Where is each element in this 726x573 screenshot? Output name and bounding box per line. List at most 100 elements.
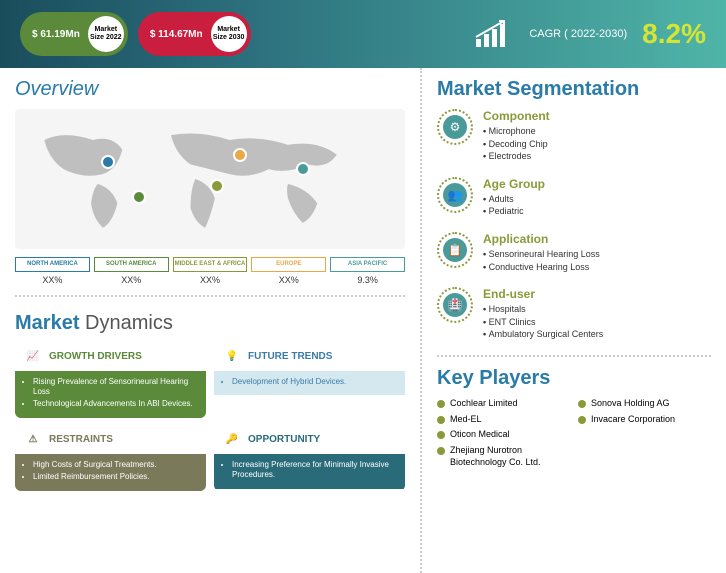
segment-item: ⚙ ComponentMicrophoneDecoding ChipElectro… (437, 109, 711, 163)
cagr-section: CAGR ( 2022-2030) 8.2% (474, 18, 706, 50)
key-player-item: Sonova Holding AG (578, 398, 711, 410)
divider (15, 295, 405, 297)
region-marker (210, 179, 224, 193)
segment-icon: 📋 (443, 238, 467, 262)
regions-row: NORTH AMERICAXX%SOUTH AMERICAXX%MIDDLE E… (15, 257, 405, 285)
segment-list-item: Adults (483, 193, 545, 206)
dynamics-item: Rising Prevalence of Sensorineural Heari… (33, 377, 196, 398)
main-content: Overview NORTH AMERICAXX%SOUTH AMERICAXX… (0, 68, 726, 573)
dynamics-box: 💡FUTURE TRENDS Development of Hybrid Devi… (214, 343, 405, 418)
segment-list-item: Decoding Chip (483, 138, 550, 151)
market-size-2030-pill: $ 114.67Mn Market Size 2030 (138, 12, 251, 56)
dynamics-icon: 📈 (23, 347, 43, 367)
segment-icon-wrap: 🏥 (437, 287, 473, 323)
region-box: NORTH AMERICAXX% (15, 257, 90, 285)
region-box: MIDDLE EAST & AFRICA XX% (173, 257, 248, 285)
dynamics-body: High Costs of Surgical Treatments. Limite… (15, 454, 206, 491)
market-size-2022-pill: $ 61.19Mn Market Size 2022 (20, 12, 128, 56)
bullet-icon (578, 416, 586, 424)
key-player-item: Oticon Medical (437, 429, 570, 441)
key-players-section: Key Players Cochlear Limited Med-EL Oticon… (437, 355, 711, 472)
dynamics-body: Increasing Preference for Minimally Inva… (214, 454, 405, 489)
segment-list-item: Microphone (483, 125, 550, 138)
world-map-svg (15, 109, 405, 249)
dynamics-box: 📈GROWTH DRIVERS Rising Prevalence of Sens… (15, 343, 206, 418)
pill2-label: Market Size 2030 (211, 16, 247, 52)
region-marker (101, 155, 115, 169)
region-value: XX% (173, 275, 248, 285)
key-player-item: Med-EL (437, 414, 570, 426)
segment-icon: 🏥 (443, 293, 467, 317)
key-player-item: Cochlear Limited (437, 398, 570, 410)
bullet-icon (437, 431, 445, 439)
overview-title: Overview (15, 78, 405, 101)
segments-list: ⚙ ComponentMicrophoneDecoding ChipElectro… (437, 109, 711, 341)
growth-chart-icon (474, 19, 514, 49)
world-map (15, 109, 405, 249)
dynamics-box: ⚠RESTRAINTSHigh Costs of Surgical Treatm… (15, 426, 206, 491)
segment-list-item: Ambulatory Surgical Centers (483, 328, 603, 341)
segment-list-item: Conductive Hearing Loss (483, 261, 600, 274)
segment-list-item: Electrodes (483, 150, 550, 163)
dynamics-header: 💡FUTURE TRENDS (214, 343, 405, 371)
segment-list-item: Hospitals (483, 303, 603, 316)
dynamics-body: Rising Prevalence of Sensorineural Heari… (15, 371, 206, 418)
region-value: 9.3% (330, 275, 405, 285)
segment-content: ComponentMicrophoneDecoding ChipElectrod… (483, 109, 550, 163)
dynamics-icon: ⚠ (23, 430, 43, 450)
dynamics-item: Increasing Preference for Minimally Inva… (232, 460, 395, 481)
pill1-label: Market Size 2022 (88, 16, 124, 52)
region-box: SOUTH AMERICAXX% (94, 257, 169, 285)
pill1-value: $ 61.19Mn (24, 29, 88, 40)
segmentation-title: Market Segmentation (437, 78, 711, 101)
segment-title: Age Group (483, 177, 545, 191)
segment-icon-wrap: ⚙ (437, 109, 473, 145)
key-player-item: Invacare Corporation (578, 414, 711, 426)
region-box: EUROPE XX% (251, 257, 326, 285)
region-label: ASIA PACIFIC (330, 257, 405, 272)
segment-list-item: Pediatric (483, 205, 545, 218)
region-label: NORTH AMERICA (15, 257, 90, 272)
dynamics-item: Limited Reimbursement Policies. (33, 472, 196, 482)
segment-list-item: Sensorineural Hearing Loss (483, 248, 600, 261)
dynamics-grid: 📈GROWTH DRIVERS Rising Prevalence of Sens… (15, 343, 405, 491)
dynamics-header: 📈GROWTH DRIVERS (15, 343, 206, 371)
segment-icon: 👥 (443, 183, 467, 207)
key-players-grid: Cochlear LimitedMed-ELOticon MedicalZhej… (437, 398, 711, 472)
dynamics-header: ⚠RESTRAINTS (15, 426, 206, 454)
segment-title: Application (483, 232, 600, 246)
cagr-label: CAGR ( 2022-2030) (529, 28, 627, 40)
segment-content: End-user HospitalsENT ClinicsAmbulatory S… (483, 287, 603, 341)
region-label: SOUTH AMERICA (94, 257, 169, 272)
right-column: Market Segmentation ⚙ ComponentMicrophone… (420, 68, 726, 573)
segment-item: 👥 Age Group AdultsPediatric (437, 177, 711, 218)
dynamics-icon: 🔑 (222, 430, 242, 450)
segment-content: Application Sensorineural Hearing LossCon… (483, 232, 600, 273)
dynamics-item: High Costs of Surgical Treatments. (33, 460, 196, 470)
dynamics-header: 🔑OPPORTUNITY (214, 426, 405, 454)
segment-icon: ⚙ (443, 115, 467, 139)
segment-title: End-user (483, 287, 603, 301)
pill2-value: $ 114.67Mn (142, 29, 211, 40)
segment-content: Age Group AdultsPediatric (483, 177, 545, 218)
dynamics-box: 🔑OPPORTUNITY Increasing Preference for Mi… (214, 426, 405, 491)
region-label: MIDDLE EAST & AFRICA (173, 257, 248, 272)
bullet-icon (437, 416, 445, 424)
dynamics-item: Technological Advancements In ABI Device… (33, 399, 196, 409)
dynamics-title: Market Dynamics (15, 312, 405, 335)
region-value: XX% (251, 275, 326, 285)
bullet-icon (437, 400, 445, 408)
key-players-title: Key Players (437, 367, 711, 390)
dynamics-item: Development of Hybrid Devices. (232, 377, 395, 387)
segment-item: 🏥 End-user HospitalsENT ClinicsAmbulatory … (437, 287, 711, 341)
left-column: Overview NORTH AMERICAXX%SOUTH AMERICAXX… (0, 68, 420, 573)
header-bar: $ 61.19Mn Market Size 2022 $ 114.67Mn Ma… (0, 0, 726, 68)
region-label: EUROPE (251, 257, 326, 272)
bullet-icon (578, 400, 586, 408)
dynamics-icon: 💡 (222, 347, 242, 367)
region-box: ASIA PACIFIC 9.3% (330, 257, 405, 285)
segment-icon-wrap: 👥 (437, 177, 473, 213)
region-marker (296, 162, 310, 176)
bullet-icon (437, 447, 445, 455)
segment-list-item: ENT Clinics (483, 316, 603, 329)
